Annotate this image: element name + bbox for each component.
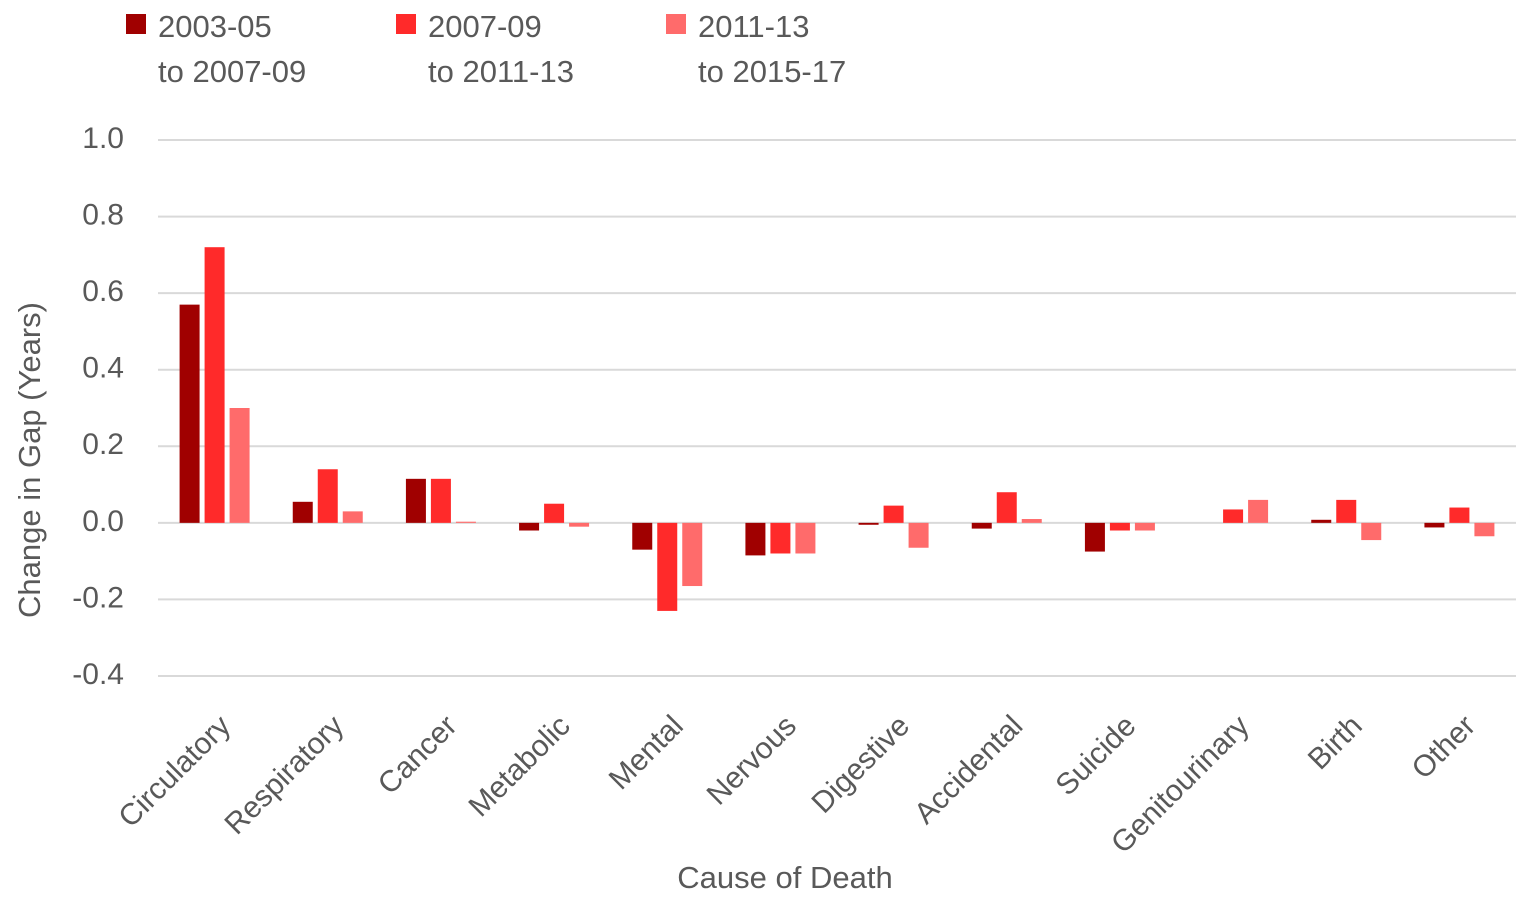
bar (1449, 507, 1470, 523)
legend-swatch (666, 14, 686, 34)
y-axis-title: Change in Gap (Years) (12, 302, 47, 618)
bar (455, 521, 476, 523)
x-tick-label: Suicide (1050, 709, 1143, 802)
legend-label: 2007-09 to 2011-13 (428, 9, 574, 89)
bar (1248, 499, 1269, 523)
bar (908, 522, 929, 548)
y-tick-label: 0.6 (82, 275, 124, 308)
legend-swatch (126, 14, 146, 34)
bar (770, 522, 791, 554)
x-tick-label: Mental (603, 709, 690, 796)
x-tick-label: Respiratory (219, 709, 351, 841)
y-tick-label: 0.0 (82, 505, 124, 538)
y-tick-label: -0.4 (72, 658, 124, 691)
bar (430, 478, 451, 523)
bar (1021, 519, 1042, 523)
bar (405, 478, 426, 523)
bar (657, 522, 678, 611)
bar (996, 492, 1017, 523)
bar (1336, 499, 1357, 523)
bar (1084, 522, 1105, 552)
x-axis-title: Cause of Death (677, 860, 892, 895)
bar (317, 469, 338, 523)
bar (682, 522, 703, 587)
bar (292, 501, 313, 523)
legend-swatch (396, 14, 416, 34)
x-tick-label: Circulatory (112, 709, 237, 834)
x-tick-label: Birth (1302, 709, 1369, 776)
y-tick-label: 0.8 (82, 198, 124, 231)
bar (1361, 522, 1382, 541)
bar (1311, 519, 1332, 523)
x-tick-label: Cancer (372, 709, 464, 801)
legend-label: 2011-13 to 2015-17 (698, 9, 847, 89)
y-tick-label: 1.0 (82, 122, 124, 155)
bar (1134, 522, 1155, 531)
bar (858, 522, 879, 525)
bar (1109, 522, 1130, 531)
legend-label: 2003-05 to 2007-09 (158, 9, 307, 89)
x-tick-label: Accidental (908, 709, 1029, 830)
x-tick-label: Nervous (701, 709, 803, 811)
bar (1424, 522, 1445, 528)
x-tick-label: Metabolic (463, 709, 577, 823)
bar (204, 247, 225, 523)
bar (1474, 522, 1495, 537)
bar (544, 503, 565, 523)
x-tick-label: Other (1406, 709, 1482, 785)
bar (883, 505, 904, 523)
y-tick-label: 0.2 (82, 428, 124, 461)
bar (971, 522, 992, 529)
y-tick-label: -0.2 (72, 581, 124, 614)
y-tick-label: 0.4 (82, 352, 124, 385)
bar (342, 511, 363, 523)
bar (569, 522, 590, 527)
x-tick-label: Digestive (806, 709, 917, 820)
bar (229, 408, 250, 523)
bar (1223, 509, 1244, 523)
bar (179, 304, 200, 523)
bar (745, 522, 766, 556)
bar (795, 522, 816, 554)
bar (632, 522, 653, 550)
bar (519, 522, 540, 531)
